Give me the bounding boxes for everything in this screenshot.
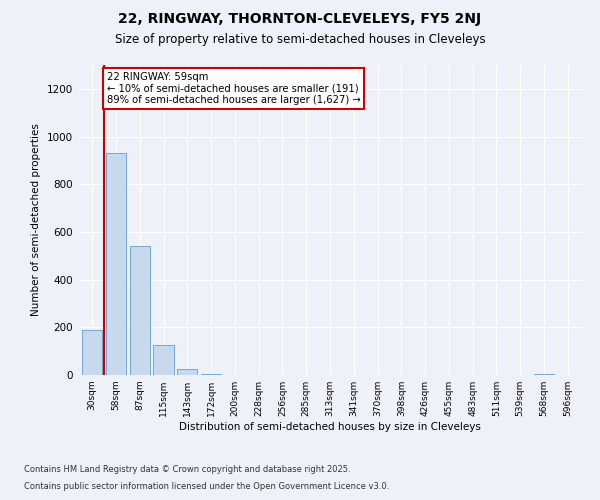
Text: Contains public sector information licensed under the Open Government Licence v3: Contains public sector information licen…: [24, 482, 389, 491]
Bar: [106, 153, 126, 375]
Text: Contains HM Land Registry data © Crown copyright and database right 2025.: Contains HM Land Registry data © Crown c…: [24, 466, 350, 474]
X-axis label: Distribution of semi-detached houses by size in Cleveleys: Distribution of semi-detached houses by …: [179, 422, 481, 432]
Bar: [177, 369, 197, 375]
Bar: [201, 374, 221, 375]
Bar: [534, 374, 554, 375]
Text: 22 RINGWAY: 59sqm
← 10% of semi-detached houses are smaller (191)
89% of semi-de: 22 RINGWAY: 59sqm ← 10% of semi-detached…: [107, 72, 360, 106]
Bar: [154, 345, 173, 375]
Text: Size of property relative to semi-detached houses in Cleveleys: Size of property relative to semi-detach…: [115, 32, 485, 46]
Text: 22, RINGWAY, THORNTON-CLEVELEYS, FY5 2NJ: 22, RINGWAY, THORNTON-CLEVELEYS, FY5 2NJ: [118, 12, 482, 26]
Bar: [82, 330, 103, 375]
Bar: [130, 246, 150, 375]
Y-axis label: Number of semi-detached properties: Number of semi-detached properties: [31, 124, 41, 316]
